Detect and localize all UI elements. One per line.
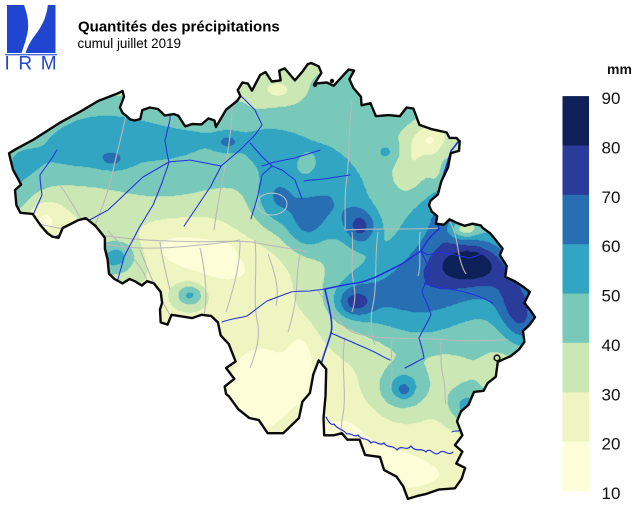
svg-text:70: 70: [602, 188, 621, 207]
svg-text:60: 60: [602, 237, 621, 256]
svg-text:cumul juillet 2019: cumul juillet 2019: [78, 36, 181, 51]
svg-text:30: 30: [602, 385, 621, 404]
svg-text:mm: mm: [607, 61, 632, 77]
svg-text:Quantités des précipitations: Quantités des précipitations: [78, 19, 280, 36]
svg-text:40: 40: [602, 336, 621, 355]
svg-text:80: 80: [602, 139, 621, 158]
svg-text:90: 90: [602, 89, 621, 108]
svg-text:10: 10: [602, 484, 621, 503]
svg-text:IRM: IRM: [5, 54, 66, 75]
svg-text:20: 20: [602, 435, 621, 454]
svg-text:50: 50: [602, 287, 621, 306]
